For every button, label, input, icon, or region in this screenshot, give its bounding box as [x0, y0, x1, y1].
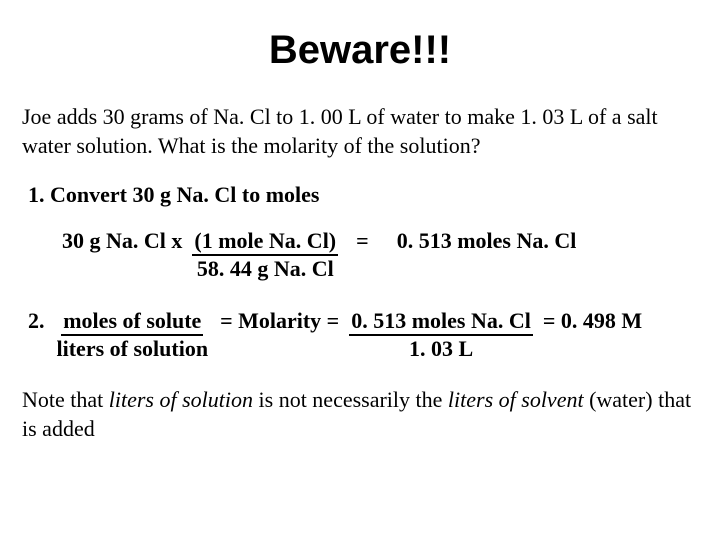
- calc-equals: =: [348, 228, 369, 254]
- calc-lhs: 30 g Na. Cl x: [62, 228, 182, 254]
- step-2-number: 2.: [22, 308, 45, 334]
- calc-frac-denominator: 58. 44 g Na. Cl: [195, 256, 336, 282]
- calc-fraction: (1 mole Na. Cl) 58. 44 g Na. Cl: [192, 228, 338, 282]
- step-2-frac-2: 0. 513 moles Na. Cl 1. 03 L: [349, 308, 533, 362]
- step-2-frac-2-den: 1. 03 L: [407, 336, 475, 362]
- step-1-label: 1. Convert 30 g Na. Cl to moles: [22, 182, 698, 208]
- footnote: Note that liters of solution is not nece…: [22, 386, 698, 443]
- note-italic-1: liters of solution: [109, 387, 253, 412]
- slide-title: Beware!!!: [22, 28, 698, 73]
- step-2-eq-1: = Molarity =: [220, 308, 339, 334]
- step-2-equation: 2. moles of solute liters of solution = …: [22, 308, 698, 362]
- calc-rhs: 0. 513 moles Na. Cl: [379, 228, 577, 254]
- step-2-eq-2: = 0. 498 M: [543, 308, 642, 334]
- step-2-frac-2-num: 0. 513 moles Na. Cl: [349, 308, 533, 336]
- step-1-calculation: 30 g Na. Cl x (1 mole Na. Cl) 58. 44 g N…: [22, 228, 698, 282]
- problem-statement: Joe adds 30 grams of Na. Cl to 1. 00 L o…: [22, 103, 698, 160]
- note-pre: Note that: [22, 387, 109, 412]
- note-italic-2: liters of solvent: [448, 387, 584, 412]
- step-2-frac-1: moles of solute liters of solution: [55, 308, 211, 362]
- calc-frac-numerator: (1 mole Na. Cl): [192, 228, 338, 256]
- step-2-frac-1-den: liters of solution: [55, 336, 211, 362]
- step-2-frac-1-num: moles of solute: [61, 308, 203, 336]
- note-mid: is not necessarily the: [253, 387, 448, 412]
